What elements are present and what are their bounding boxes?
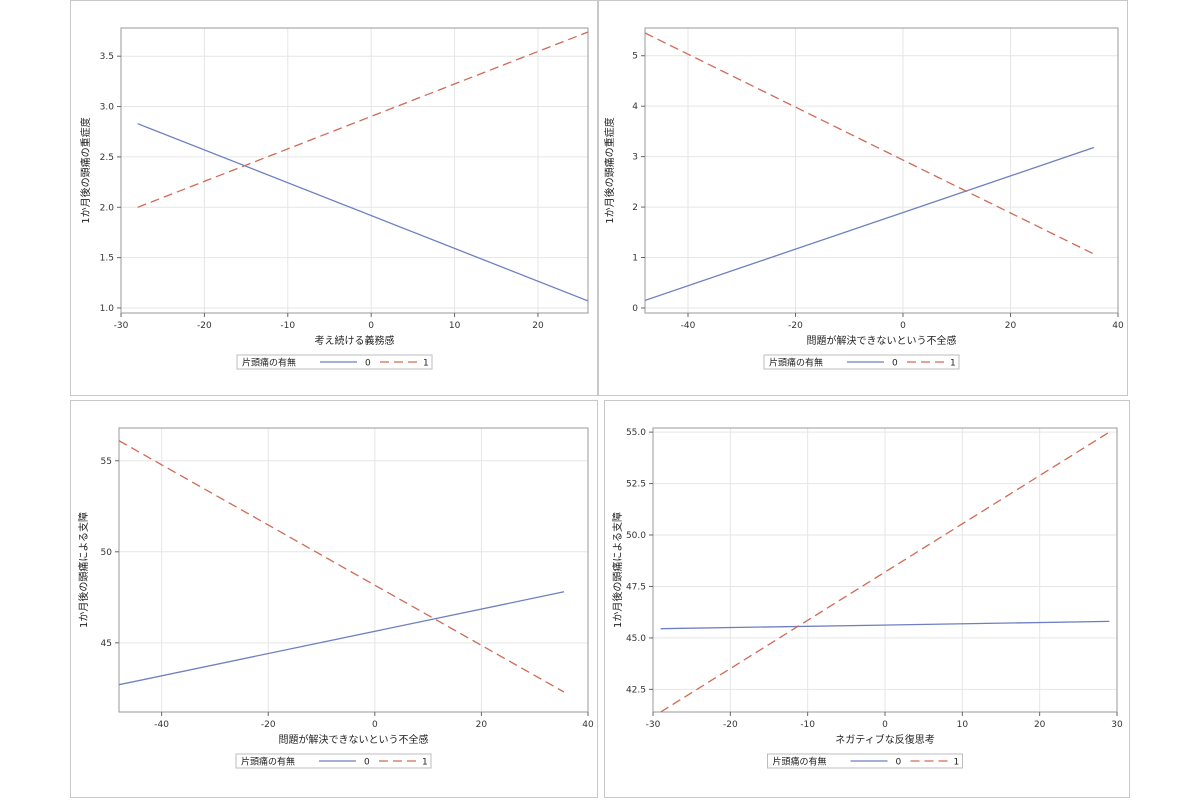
legend-label-0: 0 <box>364 758 370 768</box>
x-tick-label: -20 <box>723 720 738 730</box>
legend-title: 片頭痛の有無 <box>773 756 827 768</box>
x-axis-label: 問題が解決できないという不全感 <box>807 334 957 347</box>
series-line-1 <box>660 431 1110 712</box>
x-tick-label: -20 <box>261 720 276 730</box>
chart-panel-3: -40 -20 0 20 40 45 50 55 問題が解決できないという不全感 1か月後の頭痛に… <box>70 400 598 798</box>
series-line-1 <box>645 32 1095 255</box>
x-axis-label: 考え続ける義務感 <box>315 334 395 347</box>
plot-frame <box>644 27 1119 314</box>
chart-panel-2: -40 -20 0 20 40 0 1 2 3 4 5 問題が解決できないという不全感 1か月後の頭痛の… <box>598 0 1128 396</box>
legend-label-1: 1 <box>950 359 956 369</box>
legend-title: 片頭痛の有無 <box>242 357 296 369</box>
series-line-1 <box>137 31 588 208</box>
y-tick-label: 3.5 <box>100 52 114 62</box>
x-tick-label: 20 <box>476 720 488 730</box>
plot-frame <box>120 27 589 314</box>
x-tick-label: -40 <box>681 321 696 331</box>
legend-label-0: 0 <box>365 359 371 369</box>
chart-panel-4: -30 -20 -10 0 10 20 30 42.5 45.0 47.5 50.0 52.5 55.0… <box>604 400 1130 798</box>
chart-panel-1: -30 -20 -10 0 10 20 1.0 1.5 2.0 2.5 3.0 3.5 考え続ける義務感… <box>70 0 598 396</box>
y-tick-label: 4 <box>632 102 638 112</box>
y-tick-label: 3.0 <box>100 103 115 113</box>
y-axis-label: 1か月後の頭痛の重症度 <box>79 117 92 223</box>
y-tick-label: 3 <box>632 153 638 163</box>
x-tick-label: 0 <box>900 321 906 331</box>
chart-svg-2: -40 -20 0 20 40 0 1 2 3 4 5 問題が解決できないという不全感 1か月後の頭痛の… <box>603 27 1124 370</box>
chart-svg-1: -30 -20 -10 0 10 201.01.52.02.53.03.5考え続ける義務感… <box>79 27 589 370</box>
chart-svg-3: -40 -20 0 20 40 45 50 55 問題が解決できないという不全感 1か月後の頭痛に… <box>77 427 594 769</box>
y-tick-label: 0 <box>632 304 638 314</box>
y-tick-label: 55 <box>101 457 112 467</box>
y-tick-label: 42.5 <box>626 685 646 695</box>
x-tick-label: 0 <box>368 321 374 331</box>
x-tick-label: 40 <box>582 720 594 730</box>
x-axis-label: ネガティブな反復思考 <box>835 733 934 746</box>
series-line-0 <box>660 620 1110 630</box>
x-tick-label: -10 <box>280 321 295 331</box>
y-tick-label: 2.5 <box>100 153 114 163</box>
y-tick-label: 2 <box>632 203 638 213</box>
series-line-0 <box>137 123 588 302</box>
legend-title: 片頭痛の有無 <box>769 357 823 369</box>
legend-label-1: 1 <box>422 758 428 768</box>
x-tick-label: -30 <box>114 321 129 331</box>
series-line-0 <box>119 591 565 686</box>
y-tick-label: 52.5 <box>626 480 646 490</box>
legend-label-1: 1 <box>954 758 960 768</box>
x-tick-label: -40 <box>154 720 169 730</box>
plot-frame <box>118 427 589 713</box>
x-tick-label: 20 <box>1034 720 1046 730</box>
x-tick-label: -20 <box>197 321 212 331</box>
legend-label-0: 0 <box>896 758 902 768</box>
x-tick-label: 10 <box>957 720 969 730</box>
y-tick-label: 55.0 <box>626 428 646 438</box>
y-tick-label: 5 <box>632 52 638 62</box>
y-tick-label: 45.0 <box>626 634 646 644</box>
y-axis-label: 1か月後の頭痛による支障 <box>77 512 90 628</box>
x-tick-label: 0 <box>882 720 888 730</box>
x-tick-label: 20 <box>532 321 544 331</box>
y-tick-label: 2.0 <box>100 203 115 213</box>
x-tick-label: 0 <box>372 720 378 730</box>
x-tick-label: 30 <box>1111 720 1123 730</box>
y-tick-label: 47.5 <box>626 582 646 592</box>
y-axis-label: 1か月後の頭痛の重症度 <box>603 117 616 223</box>
y-axis-label: 1か月後の頭痛による支障 <box>611 512 624 628</box>
legend-label-0: 0 <box>892 359 898 369</box>
legend-title: 片頭痛の有無 <box>241 756 295 768</box>
x-tick-label: 40 <box>1112 321 1124 331</box>
legend-label-1: 1 <box>423 359 429 369</box>
y-tick-label: 50 <box>101 548 113 558</box>
x-axis-label: 問題が解決できないという不全感 <box>279 733 429 746</box>
series-line-0 <box>645 146 1095 302</box>
chart-svg-4: -30 -20 -10 0 10 20 3042.545.047.550.052.555.0… <box>611 427 1123 769</box>
y-tick-label: 45 <box>101 639 112 649</box>
x-tick-label: 10 <box>449 321 461 331</box>
y-tick-label: 1.0 <box>100 304 115 314</box>
x-tick-label: 20 <box>1005 321 1017 331</box>
x-tick-label: -30 <box>646 720 661 730</box>
y-tick-label: 50.0 <box>626 531 646 541</box>
y-tick-label: 1.5 <box>100 254 114 264</box>
y-tick-label: 1 <box>632 254 638 264</box>
series-line-1 <box>119 440 565 693</box>
x-tick-label: -20 <box>788 321 803 331</box>
x-tick-label: -10 <box>800 720 815 730</box>
